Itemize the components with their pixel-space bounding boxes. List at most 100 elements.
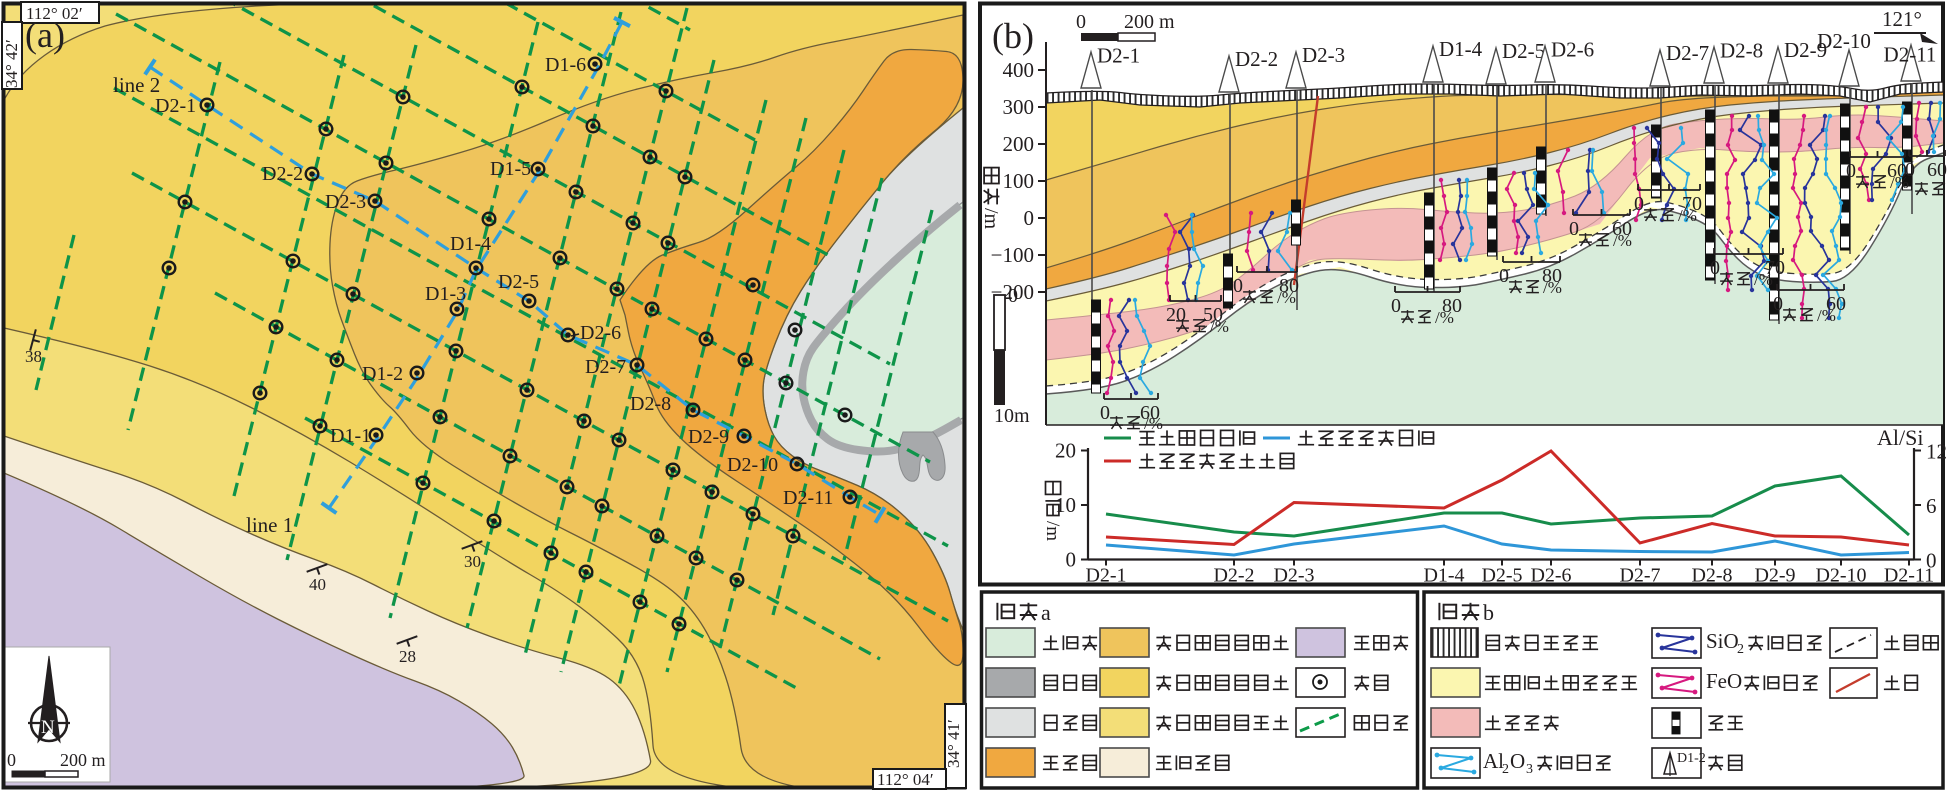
svg-text:/%: /% <box>1435 308 1454 327</box>
svg-text:D1-2: D1-2 <box>1677 751 1706 766</box>
svg-text:/%: /% <box>1678 206 1697 225</box>
svg-text:50: 50 <box>1203 304 1223 326</box>
svg-text:0: 0 <box>1846 160 1856 182</box>
svg-text:6: 6 <box>1926 494 1937 518</box>
svg-text:D2-6: D2-6 <box>1530 565 1571 587</box>
svg-text:(b): (b) <box>992 16 1034 56</box>
svg-text:D1-6: D1-6 <box>545 54 586 76</box>
svg-text:D2-9: D2-9 <box>1784 38 1827 62</box>
svg-text:30: 30 <box>464 552 481 571</box>
svg-text:D2-2: D2-2 <box>1213 565 1254 587</box>
svg-text:/m: /m <box>980 208 1002 230</box>
svg-text:b: b <box>1483 600 1494 625</box>
svg-text:0: 0 <box>1100 402 1110 424</box>
svg-text:0: 0 <box>1024 206 1035 230</box>
svg-text:D1-5: D1-5 <box>490 158 531 180</box>
svg-text:D2-6: D2-6 <box>1551 37 1594 61</box>
svg-text:0: 0 <box>1066 548 1077 572</box>
svg-text:3: 3 <box>1526 762 1533 777</box>
svg-text:10: 10 <box>1055 493 1076 517</box>
svg-text:D2-7: D2-7 <box>1619 565 1660 587</box>
svg-text:112° 04′: 112° 04′ <box>877 770 934 789</box>
svg-text:12: 12 <box>1926 440 1947 464</box>
svg-text:D2-5: D2-5 <box>1502 39 1545 63</box>
svg-text:D2-1: D2-1 <box>1085 565 1126 587</box>
svg-text:0: 0 <box>1905 159 1915 181</box>
svg-text:100: 100 <box>1003 169 1035 193</box>
svg-text:N: N <box>41 717 55 738</box>
svg-text:0: 0 <box>1569 218 1579 240</box>
svg-text:10m: 10m <box>994 405 1030 427</box>
svg-text:0: 0 <box>1926 549 1937 573</box>
svg-text:/%: /% <box>1277 288 1296 307</box>
svg-text:200 m: 200 m <box>60 750 106 770</box>
svg-text:60: 60 <box>1140 402 1160 424</box>
svg-text:D2-2: D2-2 <box>1235 47 1278 71</box>
svg-text:/%: /% <box>1144 414 1163 433</box>
svg-text:Al/Si: Al/Si <box>1877 425 1923 450</box>
svg-text:0: 0 <box>1008 285 1018 307</box>
svg-text:0: 0 <box>1499 265 1509 287</box>
svg-text:0: 0 <box>1076 11 1086 33</box>
svg-text:FeO: FeO <box>1706 669 1742 693</box>
svg-text:D2-11: D2-11 <box>1884 42 1937 66</box>
svg-text:/%: /% <box>1817 306 1836 325</box>
svg-text:/%: /% <box>1613 231 1632 250</box>
svg-text:60: 60 <box>1826 293 1846 315</box>
svg-text:/%: /% <box>1890 173 1909 192</box>
svg-text:/%: /% <box>1543 278 1562 297</box>
svg-text:D2-3: D2-3 <box>1302 43 1345 67</box>
svg-text:D1-2: D1-2 <box>362 363 403 385</box>
svg-text:SiO: SiO <box>1706 629 1739 653</box>
svg-text:40: 40 <box>309 575 326 594</box>
svg-text:line 2: line 2 <box>113 73 160 97</box>
svg-text:D1-4: D1-4 <box>1439 37 1483 61</box>
svg-text:D2-10: D2-10 <box>727 454 778 476</box>
svg-text:D2-8: D2-8 <box>1691 565 1732 587</box>
svg-text:D2-1: D2-1 <box>1097 43 1140 67</box>
svg-text:2: 2 <box>1737 642 1744 657</box>
svg-text:28: 28 <box>399 647 416 666</box>
svg-text:line 1: line 1 <box>246 513 293 537</box>
svg-text:D2-11: D2-11 <box>783 487 833 509</box>
svg-text:D2-10: D2-10 <box>1815 565 1866 587</box>
svg-text:112° 02′: 112° 02′ <box>26 4 83 23</box>
svg-text:(a): (a) <box>25 15 65 55</box>
svg-text:D2-10: D2-10 <box>1817 29 1871 53</box>
svg-text:/m: /m <box>1042 521 1063 541</box>
svg-text:D2-3: D2-3 <box>1273 565 1314 587</box>
svg-text:D2-7: D2-7 <box>585 356 626 378</box>
svg-text:80: 80 <box>1442 295 1462 317</box>
svg-text:200 m: 200 m <box>1124 11 1175 33</box>
svg-text:O: O <box>1510 749 1525 773</box>
svg-text:0: 0 <box>1773 293 1783 315</box>
svg-text:70: 70 <box>1765 257 1785 279</box>
svg-text:/%: /% <box>1754 270 1773 289</box>
svg-text:D1-4: D1-4 <box>1423 565 1464 587</box>
svg-text:D2-3: D2-3 <box>325 191 366 213</box>
svg-text:D2-8: D2-8 <box>1720 38 1763 62</box>
svg-text:121°: 121° <box>1882 7 1922 31</box>
svg-text:400: 400 <box>1003 58 1035 82</box>
svg-text:Al: Al <box>1483 749 1504 773</box>
svg-text:D2-5: D2-5 <box>1481 565 1522 587</box>
svg-text:D2-9: D2-9 <box>1754 565 1795 587</box>
svg-text:2: 2 <box>1502 762 1509 777</box>
svg-text:D2-1: D2-1 <box>155 95 196 117</box>
svg-text:34° 42′: 34° 42′ <box>2 39 21 88</box>
svg-text:34° 41′: 34° 41′ <box>944 719 963 768</box>
svg-text:60: 60 <box>1927 159 1947 181</box>
svg-text:D2-9: D2-9 <box>688 426 729 448</box>
svg-text:60: 60 <box>1612 218 1632 240</box>
svg-text:D1-3: D1-3 <box>425 283 466 305</box>
svg-text:D2-8: D2-8 <box>630 393 671 415</box>
svg-text:D2-6: D2-6 <box>580 322 621 344</box>
svg-text:0: 0 <box>1233 275 1243 297</box>
svg-text:0: 0 <box>1391 295 1401 317</box>
svg-text:80: 80 <box>1279 275 1299 297</box>
svg-text:a: a <box>1041 600 1051 625</box>
svg-text:0: 0 <box>7 750 16 770</box>
svg-text:0: 0 <box>1634 193 1644 215</box>
svg-text:60: 60 <box>1887 160 1907 182</box>
svg-text:−100: −100 <box>991 243 1034 267</box>
